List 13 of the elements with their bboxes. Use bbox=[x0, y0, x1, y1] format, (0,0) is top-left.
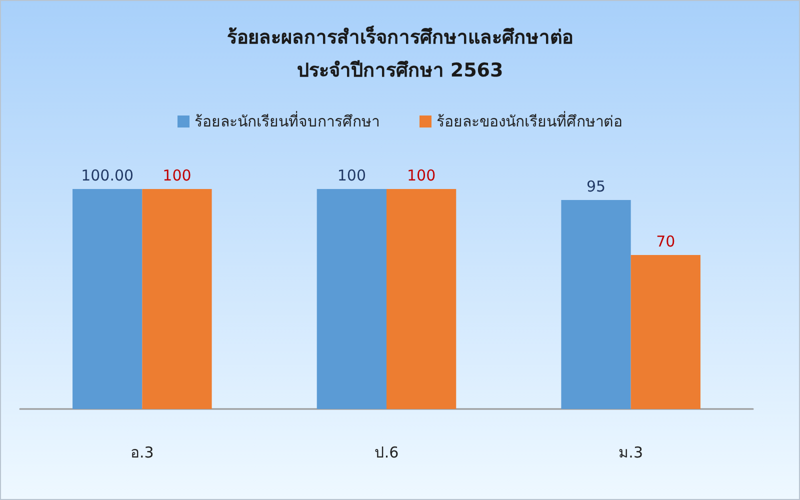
data-label: 95 bbox=[586, 178, 606, 196]
data-label: 100 bbox=[406, 166, 436, 184]
x-tick-label: อ.3 bbox=[130, 444, 154, 462]
chart-title: ร้อยละผลการสำเร็จการศึกษาและศึกษาต่อ bbox=[227, 24, 573, 48]
data-label: 100 bbox=[337, 166, 366, 184]
data-label: 100 bbox=[162, 166, 192, 184]
x-tick-label: ป.6 bbox=[374, 444, 399, 462]
chart-subtitle: ประจำปีการศึกษา 2563 bbox=[296, 60, 504, 82]
legend-label: ร้อยละนักเรียนที่จบการศึกษา bbox=[194, 110, 380, 130]
legend-label: ร้อยละของนักเรียนที่ศึกษาต่อ bbox=[436, 110, 622, 130]
data-label: 70 bbox=[656, 232, 676, 250]
data-label: 100.00 bbox=[81, 166, 134, 184]
x-tick-label: ม.3 bbox=[618, 444, 643, 462]
